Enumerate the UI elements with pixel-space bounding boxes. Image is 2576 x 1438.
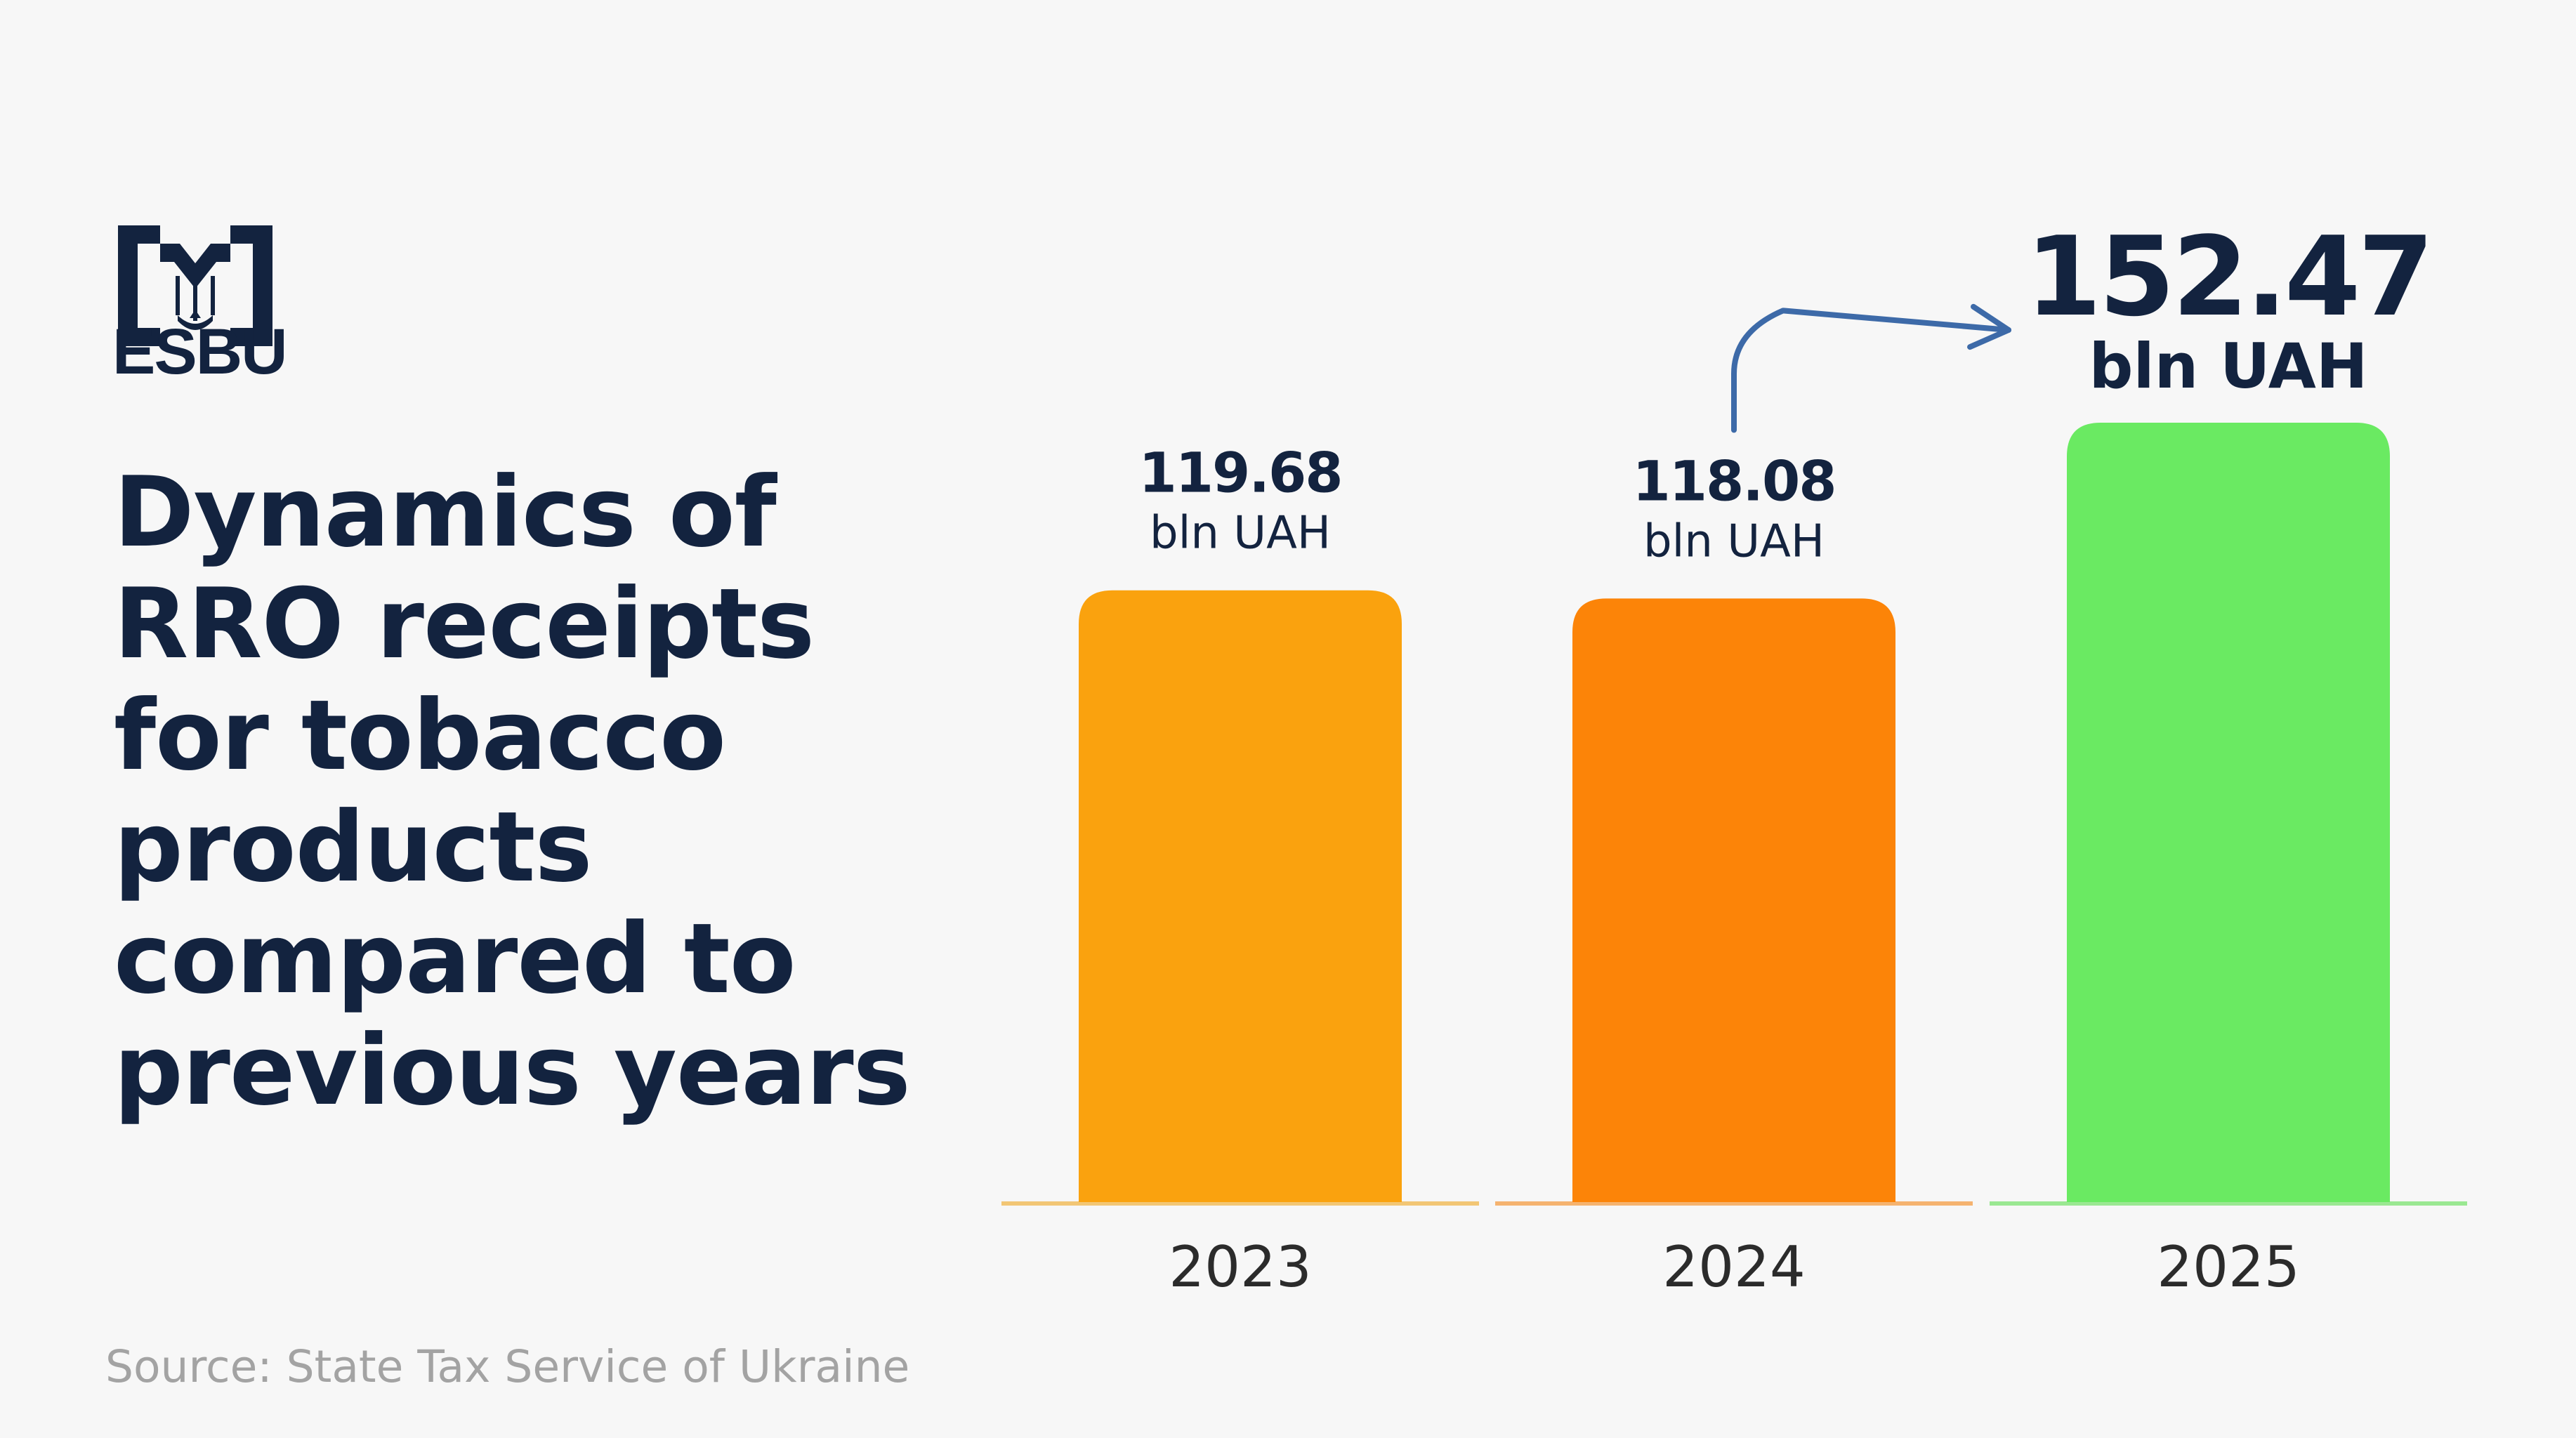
bar-2025 [2067,423,2390,1202]
source-note: Source: State Tax Service of Ukraine [105,1341,910,1392]
title-line: previous years [114,1014,911,1127]
growth-arrow [1731,308,2011,433]
title-line: products [114,791,593,904]
title-line: Dynamics of [114,456,777,569]
x-tick-label: 2025 [2157,1234,2300,1300]
data-label-unit: bln UAH [1643,515,1825,567]
title-line: for tobacco [114,679,726,792]
esbu-logo-icon [118,225,272,346]
data-label-value: 119.68 [1139,442,1342,506]
x-tick-label: 2023 [1169,1234,1312,1300]
logo-wordmark: ESBU [112,316,288,388]
data-label-value: 152.47 [2025,213,2431,341]
data-label-unit: bln UAH [1150,508,1331,560]
data-label-value: 118.08 [1633,450,1836,513]
growth-arrow-head [1967,303,2011,350]
bar-2023 [1079,590,1402,1202]
title-line: compared to [114,902,796,1015]
data-label-unit: bln UAH [2089,330,2368,402]
bar-2024 [1572,598,1895,1202]
title-line: RRO receipts [114,567,815,680]
x-tick-label: 2024 [1662,1234,1806,1300]
trident-emblem-icon [176,269,215,330]
page-title: Dynamics of RRO receipts for tobacco pro… [114,456,1027,1126]
